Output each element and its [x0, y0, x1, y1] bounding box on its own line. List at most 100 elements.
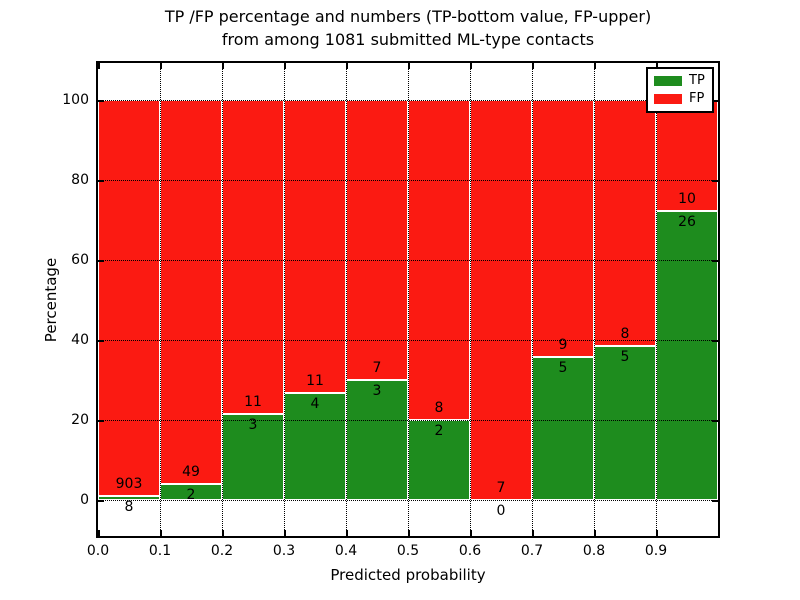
y-tick-mark	[98, 420, 104, 422]
fp-count-label: 8	[620, 326, 630, 343]
y-tick-mark	[712, 340, 718, 342]
plot-area: Predicted probability Percentage TP FP 0.…	[42, 61, 720, 584]
gridline-vertical	[594, 63, 595, 536]
bar-fp-segment	[160, 100, 222, 485]
legend-swatch-fp	[654, 93, 682, 104]
x-tick-mark	[408, 530, 410, 536]
bar-fp-segment	[532, 100, 594, 358]
x-tick-label: 0.8	[582, 543, 606, 559]
gridline-vertical	[346, 63, 347, 536]
x-tick-label: 0.3	[272, 543, 296, 559]
x-axis-label: Predicted probability	[330, 566, 486, 584]
tp-count-label: 3	[372, 383, 382, 399]
x-tick-mark	[98, 530, 100, 536]
bar-tp-segment	[98, 496, 160, 500]
y-tick-mark	[98, 100, 104, 102]
x-tick-mark	[594, 63, 596, 69]
tp-count-label: 2	[186, 487, 196, 504]
bar-tp-segment	[656, 211, 718, 500]
x-tick-label: 0.0	[86, 543, 110, 559]
fp-count-label: 7	[496, 480, 506, 496]
tp-count-label: 8	[124, 499, 134, 516]
legend-entry-fp: FP	[654, 90, 706, 106]
y-tick-mark	[712, 180, 718, 182]
y-tick-label: 20	[71, 412, 89, 428]
x-tick-mark	[470, 63, 472, 69]
y-tick-mark	[712, 420, 718, 422]
x-tick-label: 0.9	[644, 543, 668, 559]
x-tick-mark	[346, 63, 348, 69]
x-tick-mark	[656, 530, 658, 536]
fp-count-label: 8	[434, 400, 444, 416]
tp-count-label: 0	[496, 503, 506, 519]
x-tick-mark	[284, 63, 286, 69]
bar-fp-segment	[284, 100, 346, 394]
y-tick-label: 0	[80, 492, 89, 508]
bar-fp-segment	[346, 100, 408, 380]
fp-count-label: 11	[306, 373, 324, 390]
legend: TP FP	[646, 67, 714, 113]
x-tick-mark	[594, 530, 596, 536]
tp-count-label: 2	[434, 423, 444, 439]
fp-count-label: 7	[372, 360, 382, 376]
gridline-vertical	[408, 63, 409, 536]
fp-count-label: 10	[678, 191, 696, 208]
gridline-vertical	[284, 63, 285, 536]
x-tick-mark	[222, 530, 224, 536]
y-tick-mark	[712, 260, 718, 262]
tp-count-label: 5	[620, 349, 630, 366]
y-tick-mark	[98, 500, 104, 502]
x-tick-label: 0.1	[148, 543, 172, 559]
legend-label-fp: FP	[689, 90, 705, 106]
fp-count-label: 903	[115, 476, 143, 493]
y-tick-label: 80	[71, 172, 89, 188]
fp-count-label: 11	[244, 394, 262, 411]
x-tick-label: 0.2	[210, 543, 234, 559]
gridline-vertical	[222, 63, 223, 536]
bar-tp-segment	[594, 346, 656, 500]
bar-fp-segment	[470, 100, 532, 500]
bar-tp-segment	[284, 393, 346, 500]
chart-title: TP /FP percentage and numbers (TP-bottom…	[96, 5, 720, 51]
gridline-vertical	[656, 63, 657, 536]
x-tick-mark	[470, 530, 472, 536]
x-tick-mark	[160, 63, 162, 69]
tp-count-label: 26	[678, 214, 696, 231]
x-tick-mark	[98, 63, 100, 69]
legend-swatch-tp	[654, 76, 682, 87]
bar-tp-segment	[532, 357, 594, 500]
fp-count-label: 9	[558, 337, 568, 354]
legend-entry-tp: TP	[654, 74, 706, 88]
tp-count-label: 4	[310, 396, 320, 413]
gridline-vertical	[532, 63, 533, 536]
chart-title-line2: from among 1081 submitted ML-type contac…	[221, 30, 595, 49]
tp-count-label: 3	[248, 417, 258, 434]
bar-fp-segment	[222, 100, 284, 415]
y-tick-mark	[98, 180, 104, 182]
x-tick-mark	[408, 63, 410, 69]
bar-fp-segment	[594, 100, 656, 347]
bar-fp-segment	[98, 100, 160, 497]
x-tick-mark	[346, 530, 348, 536]
y-axis-label-text: Percentage	[42, 257, 60, 343]
y-tick-mark	[712, 500, 718, 502]
x-tick-label: 0.4	[334, 543, 358, 559]
bar-tp-segment	[222, 414, 284, 500]
y-tick-mark	[98, 260, 104, 262]
chart-title-line1: TP /FP percentage and numbers (TP-bottom…	[164, 7, 652, 26]
x-tick-mark	[532, 63, 534, 69]
x-tick-mark	[284, 530, 286, 536]
fp-count-label: 49	[182, 464, 200, 481]
x-tick-mark	[222, 63, 224, 69]
tp-count-label: 5	[558, 360, 568, 377]
x-tick-mark	[656, 63, 658, 69]
y-tick-mark	[98, 340, 104, 342]
y-tick-label: 100	[62, 92, 89, 108]
gridline-vertical	[160, 63, 161, 536]
x-tick-mark	[160, 530, 162, 536]
y-tick-label: 60	[71, 252, 89, 268]
x-tick-label: 0.5	[396, 543, 420, 559]
y-tick-mark	[712, 100, 718, 102]
x-tick-label: 0.7	[520, 543, 544, 559]
